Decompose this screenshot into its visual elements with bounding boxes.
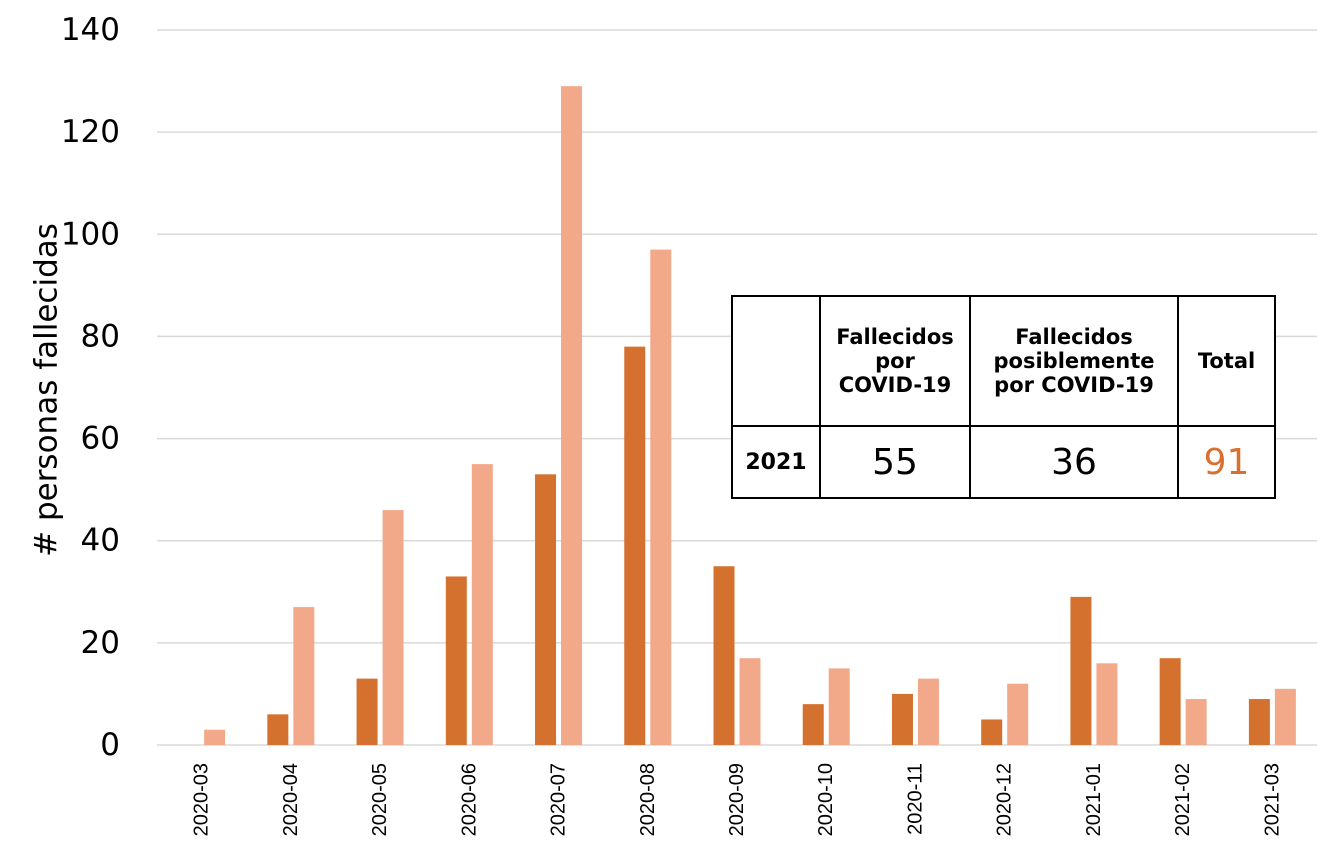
value-fallecidos-posiblemente: 36: [969, 425, 1179, 499]
bar-series-2-2020-12: [1007, 683, 1029, 745]
header-line: por COVID-19: [994, 373, 1154, 397]
x-tick-label: 2020-07: [548, 763, 570, 836]
header-line: COVID-19: [838, 373, 952, 397]
x-tick-label: 2020-11: [904, 763, 926, 835]
header-total: Total: [1177, 295, 1276, 427]
y-tick-label: 120: [61, 114, 120, 150]
bars: [204, 86, 1296, 745]
x-tick-label: 2021-03: [1261, 763, 1283, 836]
bar-series-2-2020-07: [561, 86, 583, 745]
bar-series-2-2020-06: [471, 464, 493, 745]
bar-series-2-2021-03: [1274, 688, 1296, 745]
y-tick-label: 80: [81, 318, 120, 354]
x-tick-label: 2020-05: [369, 763, 391, 836]
bar-series-1-2020-11: [891, 693, 913, 745]
value-fallecidos-covid: 55: [819, 425, 971, 499]
header-line: posiblemente: [993, 349, 1155, 373]
header-line: Fallecidos: [1015, 325, 1133, 349]
y-tick-label: 40: [81, 523, 120, 559]
bar-series-2-2021-01: [1096, 663, 1118, 745]
x-tick-label: 2020-08: [637, 763, 659, 836]
x-tick-label: 2021-01: [1083, 763, 1105, 836]
header-line: Fallecidos: [836, 325, 954, 349]
y-tick-label: 140: [61, 12, 120, 48]
bar-series-2-2020-09: [739, 658, 761, 745]
table-header-row: Fallecidos por COVID-19 Fallecidos posib…: [731, 295, 1276, 427]
bar-series-2-2021-02: [1185, 699, 1207, 745]
bar-series-2-2020-08: [650, 249, 672, 745]
bar-series-1-2021-03: [1248, 699, 1270, 745]
bar-series-2-2020-04: [293, 607, 315, 745]
bar-series-1-2020-07: [535, 474, 557, 745]
y-tick-label: 100: [61, 216, 120, 252]
table-corner-cell: [731, 295, 821, 427]
bar-series-2-2020-05: [382, 510, 404, 745]
bar-series-2-2020-03: [204, 729, 226, 745]
y-tick-label: 0: [100, 727, 120, 763]
x-axis-ticks: 2020-03 2020-04 2020-05 2020-06 2020-07 2020-…: [191, 763, 1284, 836]
bar-series-1-2020-09: [713, 566, 735, 745]
y-tick-label: 60: [81, 421, 120, 457]
table-row: 2021 55 36 91: [731, 425, 1276, 499]
bar-series-1-2021-02: [1159, 658, 1181, 745]
bar-series-1-2020-06: [445, 576, 467, 745]
x-tick-label: 2020-10: [815, 763, 837, 836]
bar-series-1-2020-05: [356, 678, 378, 745]
bar-series-1-2020-04: [267, 714, 289, 745]
x-tick-label: 2021-02: [1172, 763, 1194, 836]
header-line: por: [875, 349, 915, 373]
bar-series-1-2021-01: [1070, 596, 1092, 745]
y-axis-label: # personas fallecidas: [29, 223, 65, 557]
header-fallecidos-covid: Fallecidos por COVID-19: [819, 295, 971, 427]
bar-series-1-2020-08: [624, 346, 646, 745]
header-line: Total: [1197, 349, 1256, 373]
x-tick-label: 2020-06: [458, 763, 480, 836]
x-tick-label: 2020-09: [726, 763, 748, 836]
y-axis-ticks: 0 20 40 60 80 100 120 140: [61, 12, 120, 763]
y-tick-label: 20: [81, 625, 120, 661]
header-fallecidos-posiblemente: Fallecidos posiblemente por COVID-19: [969, 295, 1179, 427]
value-total: 91: [1177, 425, 1276, 499]
bar-series-2-2020-11: [917, 678, 939, 745]
bar-series-2-2020-10: [828, 668, 850, 745]
x-tick-label: 2020-04: [280, 763, 302, 836]
summary-table: Fallecidos por COVID-19 Fallecidos posib…: [731, 295, 1276, 499]
x-tick-label: 2020-12: [994, 763, 1016, 836]
bar-series-1-2020-10: [802, 704, 824, 745]
bar-series-1-2020-12: [981, 719, 1003, 745]
row-label-year: 2021: [731, 425, 821, 499]
x-tick-label: 2020-03: [191, 763, 213, 836]
